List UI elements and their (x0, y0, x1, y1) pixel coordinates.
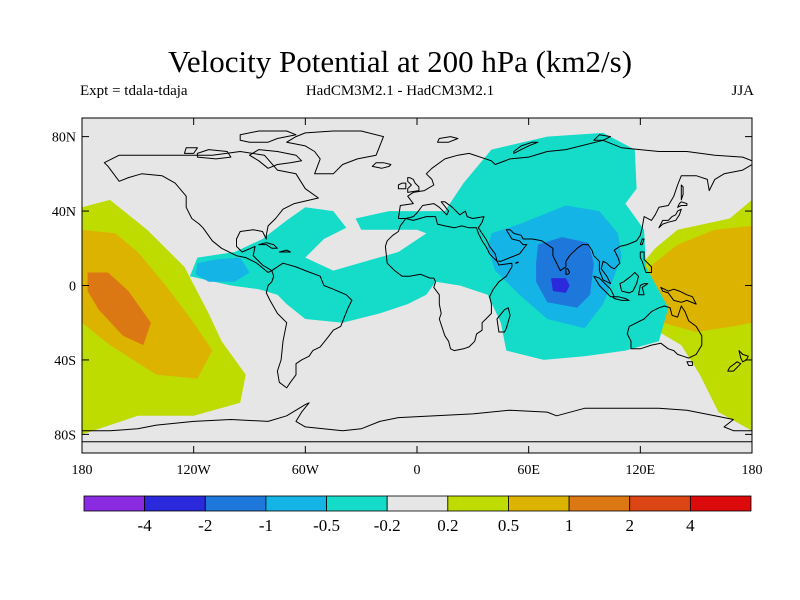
colorbar-label: -4 (138, 516, 153, 535)
contour-region-4 (644, 225, 752, 332)
colorbar-swatch (689, 495, 752, 512)
coastline-hokkaido (677, 201, 688, 208)
lat-tick-label: 40S (54, 354, 76, 369)
season-label: JJA (731, 83, 754, 99)
lon-tick-label: 180 (72, 463, 93, 478)
page-title: Velocity Potential at 200 hPa (km2/s) (167, 44, 633, 79)
coastline-antarctica (82, 402, 752, 443)
coastline-iceland (371, 162, 392, 169)
coastline-ireland (397, 182, 407, 190)
colorbar-swatch (568, 495, 631, 512)
coastline-madagascar (496, 307, 511, 333)
coastline-greenland (286, 130, 384, 175)
coastline-baffin-island (249, 149, 303, 169)
colorbar-label: 0.2 (437, 516, 458, 535)
coastline-sri-lanka (565, 268, 571, 275)
colorbar-label: 1 (565, 516, 574, 535)
coastline-hispaniola (278, 249, 291, 253)
coastline-australia (626, 305, 703, 359)
latitude-axis: 80N 40N 0 40S 80S (52, 131, 752, 443)
lon-tick-label: 120E (626, 463, 656, 478)
coastline-south-america (265, 262, 353, 389)
experiment-label: Expt = tdala-tdaja (80, 83, 188, 99)
lat-tick-label: 0 (69, 280, 76, 295)
model-label: HadCM3M2.1 - HadCM3M2.1 (305, 83, 495, 99)
colorbar-label: -2 (198, 516, 212, 535)
coastline-tasmania (686, 361, 693, 366)
lon-tick-label: 120W (177, 463, 212, 478)
colorbar-label: -0.2 (374, 516, 401, 535)
colorbar-label: 2 (625, 516, 634, 535)
colorbar-swatch (629, 495, 691, 512)
contour-region-1 (82, 229, 213, 379)
coastline-new-guinea (660, 286, 697, 305)
coastline-ellesmere-island (239, 130, 297, 143)
lat-tick-label: 80S (54, 428, 76, 443)
colorbar-swatch (326, 495, 388, 512)
colorbar-label: 0.5 (498, 516, 519, 535)
colorbar-swatch (447, 495, 509, 512)
coastline-java (611, 296, 630, 301)
contour-region-7 (195, 257, 250, 282)
colorbar-swatch (144, 495, 206, 512)
coastline-banks-island (183, 147, 198, 154)
contour-region-2 (87, 272, 151, 346)
coastline-severnaya-zemlya (593, 134, 612, 141)
coastline-sulawesi (638, 283, 649, 296)
coastline-taiwan (639, 238, 645, 246)
lon-tick-label: 60E (517, 463, 540, 478)
coastline-eurasia (397, 139, 752, 285)
lat-tick-label: 40N (52, 205, 76, 220)
coastline-uk (407, 177, 420, 193)
map-area (81, 117, 753, 454)
lon-tick-label: 60W (292, 463, 320, 478)
contour-region-10 (551, 278, 570, 293)
coastline-philippines (639, 251, 652, 273)
colorbar-label: -0.5 (313, 516, 340, 535)
colorbar-swatch (204, 495, 267, 512)
coastline-sakhalin (680, 184, 684, 201)
colorbar-swatch (83, 495, 146, 512)
lon-tick-label: 180 (742, 463, 763, 478)
coastline-north-america (103, 151, 319, 273)
colorbar: -4 -2 -1 -0.5 -0.2 0.2 0.5 1 2 4 (83, 495, 752, 535)
coastline-novaya-zemlya (513, 141, 539, 154)
coastline-socotra (515, 261, 519, 264)
colorbar-swatch (508, 495, 570, 512)
coastline-new-zealand-south (727, 361, 742, 372)
coastline-japan (658, 208, 682, 229)
coastline-africa (384, 216, 513, 352)
longitude-axis: 180 120W 60W 0 60E 120E 180 (72, 118, 763, 478)
colorbar-label: 4 (686, 516, 695, 535)
coastline-cuba (258, 242, 278, 249)
colorbar-swatch (386, 495, 449, 512)
coastline-svalbard (437, 136, 459, 143)
colorbar-swatch (265, 495, 327, 512)
coastline-borneo (619, 272, 639, 294)
lat-tick-label: 80N (52, 131, 76, 146)
lon-tick-label: 0 (414, 463, 421, 478)
colorbar-label: -1 (259, 516, 273, 535)
contour-region-9 (536, 237, 594, 308)
coastline-layer (82, 130, 752, 443)
coastline-victoria-island (196, 149, 232, 160)
